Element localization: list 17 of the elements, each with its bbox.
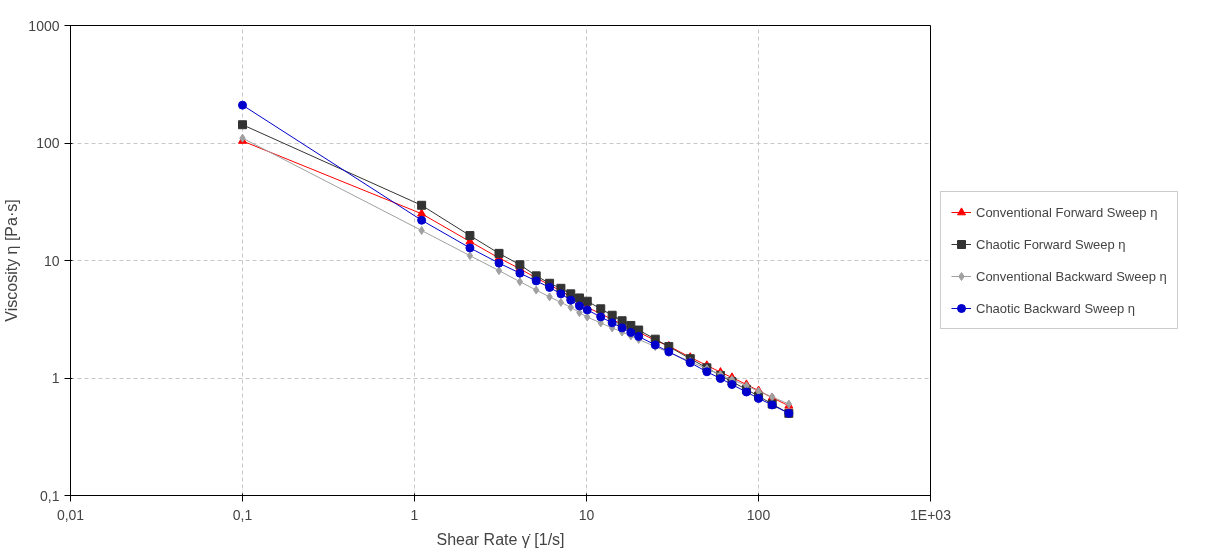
y-tick-label: 10 <box>43 252 60 269</box>
y-axis-title: Viscosity η [Pa·s] <box>3 199 21 322</box>
x-tick-label: 10 <box>578 506 595 523</box>
y-tick-label: 0,1 <box>40 487 60 504</box>
legend-label: Conventional Backward Sweep η <box>976 268 1167 284</box>
y-tick-label: 100 <box>36 135 60 151</box>
legend-label: Chaotic Forward Sweep η <box>976 236 1126 252</box>
x-tick-label: 0,01 <box>56 506 85 523</box>
x-tick-label: 100 <box>746 506 771 523</box>
x-tick-label: 1 <box>410 506 419 523</box>
x-tick-label: 0,1 <box>232 506 253 523</box>
x-tick-label: 1E+03 <box>910 506 952 523</box>
legend-label: Conventional Forward Sweep η <box>976 204 1158 220</box>
legend-label: Chaotic Backward Sweep η <box>976 300 1135 316</box>
y-tick-label: 1 <box>51 370 60 386</box>
x-axis-title: Shear Rate γ̇ [1/s] <box>436 530 565 548</box>
y-tick-label: 1000 <box>28 17 60 34</box>
